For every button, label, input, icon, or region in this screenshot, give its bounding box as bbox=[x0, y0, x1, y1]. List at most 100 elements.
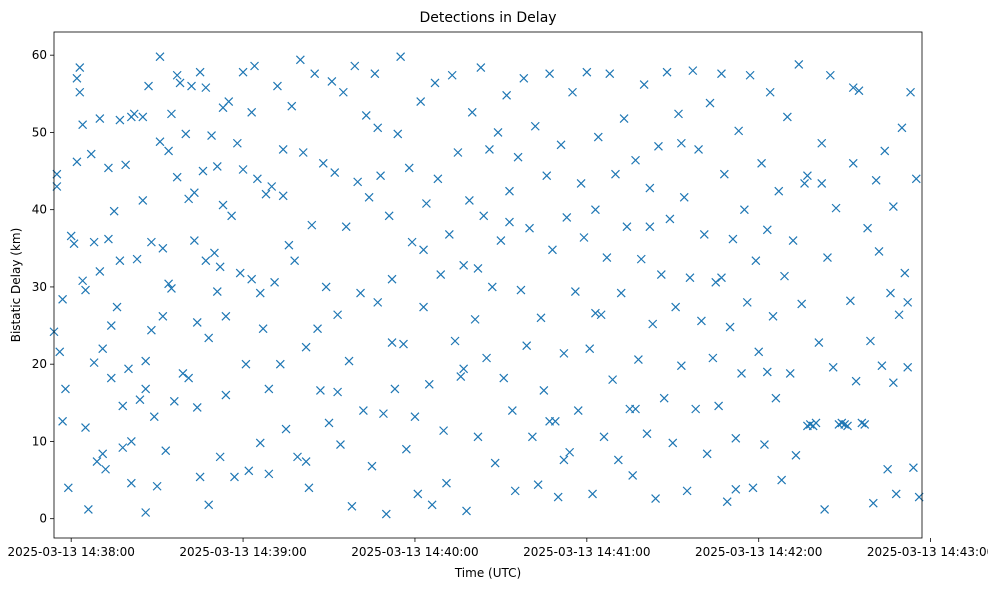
data-point bbox=[462, 506, 471, 516]
data-point bbox=[585, 344, 595, 354]
data-point bbox=[845, 296, 855, 306]
data-point bbox=[324, 418, 334, 428]
data-point bbox=[313, 324, 322, 334]
data-point bbox=[473, 263, 483, 273]
y-tick-label: 30 bbox=[32, 280, 47, 294]
data-point bbox=[293, 452, 302, 462]
data-point bbox=[184, 373, 194, 383]
data-point bbox=[61, 384, 70, 394]
data-point bbox=[373, 123, 383, 133]
data-point bbox=[482, 353, 491, 363]
data-point bbox=[141, 356, 151, 366]
data-point bbox=[794, 60, 804, 69]
data-point bbox=[192, 318, 202, 327]
data-point bbox=[582, 67, 592, 77]
data-point bbox=[298, 148, 308, 157]
data-point bbox=[825, 70, 835, 80]
data-point bbox=[358, 406, 368, 415]
data-point bbox=[631, 404, 640, 414]
data-point bbox=[645, 183, 655, 193]
data-point bbox=[771, 393, 781, 403]
data-point bbox=[633, 355, 643, 364]
data-point bbox=[361, 111, 371, 120]
y-tick-label: 50 bbox=[32, 125, 47, 139]
data-point bbox=[505, 186, 514, 196]
data-point bbox=[230, 472, 239, 482]
data-point bbox=[599, 432, 609, 442]
data-point bbox=[393, 129, 403, 139]
data-point bbox=[98, 449, 108, 459]
data-point bbox=[906, 87, 915, 97]
y-axis-ticks: 0 10 20 30 40 50 60 bbox=[32, 48, 54, 526]
data-point bbox=[72, 157, 82, 167]
data-point bbox=[224, 97, 234, 106]
data-point bbox=[851, 376, 861, 386]
x-axis-ticks: 2025-03-13 14:38:00 2025-03-13 14:39:00 20… bbox=[7, 538, 988, 559]
data-point bbox=[264, 469, 274, 479]
data-point bbox=[278, 191, 288, 201]
data-point bbox=[89, 358, 99, 368]
data-point bbox=[768, 311, 778, 321]
data-point bbox=[356, 288, 365, 298]
data-point bbox=[639, 80, 649, 89]
data-point bbox=[146, 237, 156, 247]
data-point bbox=[109, 206, 119, 216]
data-point bbox=[250, 61, 259, 71]
data-point bbox=[281, 424, 291, 434]
x-axis-label: Time (UTC) bbox=[454, 566, 521, 580]
axes-frame bbox=[53, 31, 923, 539]
data-point bbox=[238, 165, 248, 174]
data-point bbox=[888, 202, 898, 212]
data-point bbox=[427, 500, 437, 510]
data-point bbox=[651, 494, 661, 504]
data-point bbox=[307, 220, 317, 230]
data-point bbox=[908, 463, 918, 473]
data-point bbox=[376, 171, 385, 181]
data-point bbox=[58, 294, 68, 304]
data-point bbox=[642, 429, 652, 439]
data-point bbox=[106, 321, 116, 330]
x-tick-label: 2025-03-13 14:42:00 bbox=[695, 545, 822, 559]
data-point bbox=[473, 432, 483, 442]
data-point bbox=[58, 416, 68, 426]
data-point bbox=[814, 338, 824, 347]
data-point bbox=[318, 158, 328, 168]
data-point bbox=[370, 69, 380, 79]
data-point bbox=[777, 475, 787, 485]
data-point bbox=[702, 449, 712, 459]
data-point bbox=[588, 489, 597, 499]
data-point bbox=[364, 192, 374, 202]
data-point bbox=[519, 73, 529, 83]
data-point bbox=[275, 359, 285, 369]
data-point bbox=[785, 369, 795, 378]
data-point bbox=[241, 359, 251, 369]
data-point bbox=[264, 384, 274, 394]
data-point bbox=[353, 177, 363, 187]
data-point bbox=[172, 172, 182, 182]
data-point bbox=[820, 504, 830, 514]
data-point bbox=[857, 418, 867, 428]
data-point bbox=[811, 418, 821, 428]
data-point bbox=[479, 211, 489, 221]
data-point bbox=[118, 401, 128, 411]
data-point bbox=[542, 171, 552, 181]
data-point bbox=[104, 234, 113, 244]
data-point bbox=[195, 472, 205, 482]
x-tick-label: 2025-03-13 14:41:00 bbox=[523, 545, 650, 559]
data-point bbox=[760, 440, 769, 449]
data-point bbox=[711, 277, 721, 287]
data-point bbox=[347, 501, 357, 511]
data-point bbox=[648, 319, 658, 329]
data-point bbox=[828, 362, 838, 372]
data-point bbox=[579, 233, 589, 242]
data-point bbox=[164, 146, 174, 156]
data-point bbox=[676, 138, 686, 148]
data-point bbox=[591, 308, 600, 318]
data-point bbox=[81, 423, 90, 432]
data-point bbox=[149, 412, 159, 422]
data-point bbox=[802, 171, 812, 181]
data-point bbox=[513, 152, 523, 162]
data-point bbox=[442, 478, 451, 488]
data-point bbox=[336, 440, 345, 449]
